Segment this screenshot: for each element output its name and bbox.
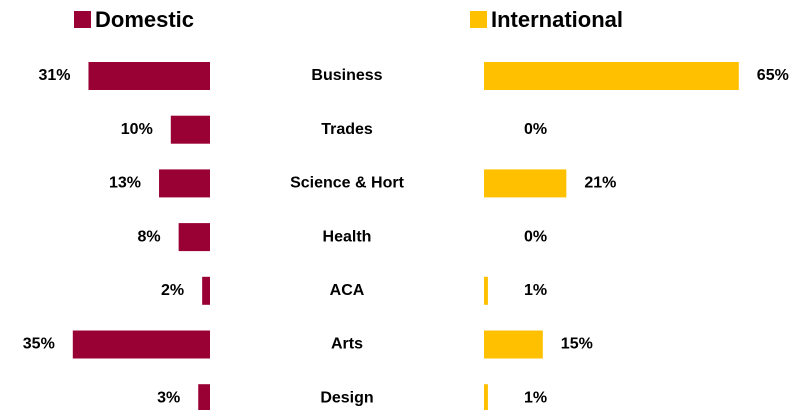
bar <box>88 62 210 90</box>
value-label: 31% <box>38 67 70 84</box>
value-label: 0% <box>524 228 547 245</box>
legend-label: Domestic <box>95 7 194 32</box>
bar <box>202 276 210 305</box>
value-label: 21% <box>584 175 616 192</box>
category-label: Business <box>311 67 382 84</box>
bar <box>159 169 210 198</box>
bar <box>484 384 488 410</box>
value-label: 8% <box>138 228 161 245</box>
category-label: Trades <box>321 121 373 138</box>
bar <box>484 330 543 359</box>
value-label: 1% <box>524 282 547 299</box>
bar <box>198 384 210 410</box>
value-label: 3% <box>157 389 180 406</box>
bar <box>178 223 210 252</box>
bar <box>484 169 567 198</box>
legend-label: International <box>491 7 623 32</box>
value-label: 10% <box>121 121 153 138</box>
category-label: ACA <box>330 282 365 299</box>
bar <box>170 115 210 144</box>
category-label: Health <box>323 228 372 245</box>
value-label: 35% <box>23 336 55 353</box>
value-label: 15% <box>561 336 593 353</box>
value-label: 1% <box>524 389 547 406</box>
value-label: 13% <box>109 175 141 192</box>
legend-swatch <box>470 11 487 28</box>
bar <box>484 276 488 305</box>
legend-swatch <box>74 11 91 28</box>
bar <box>484 62 739 90</box>
value-label: 0% <box>524 121 547 138</box>
value-label: 2% <box>161 282 184 299</box>
bar <box>72 330 210 359</box>
value-label: 65% <box>757 67 789 84</box>
category-label: Arts <box>331 336 363 353</box>
category-label: Science & Hort <box>290 175 404 192</box>
category-label: Design <box>320 389 373 406</box>
